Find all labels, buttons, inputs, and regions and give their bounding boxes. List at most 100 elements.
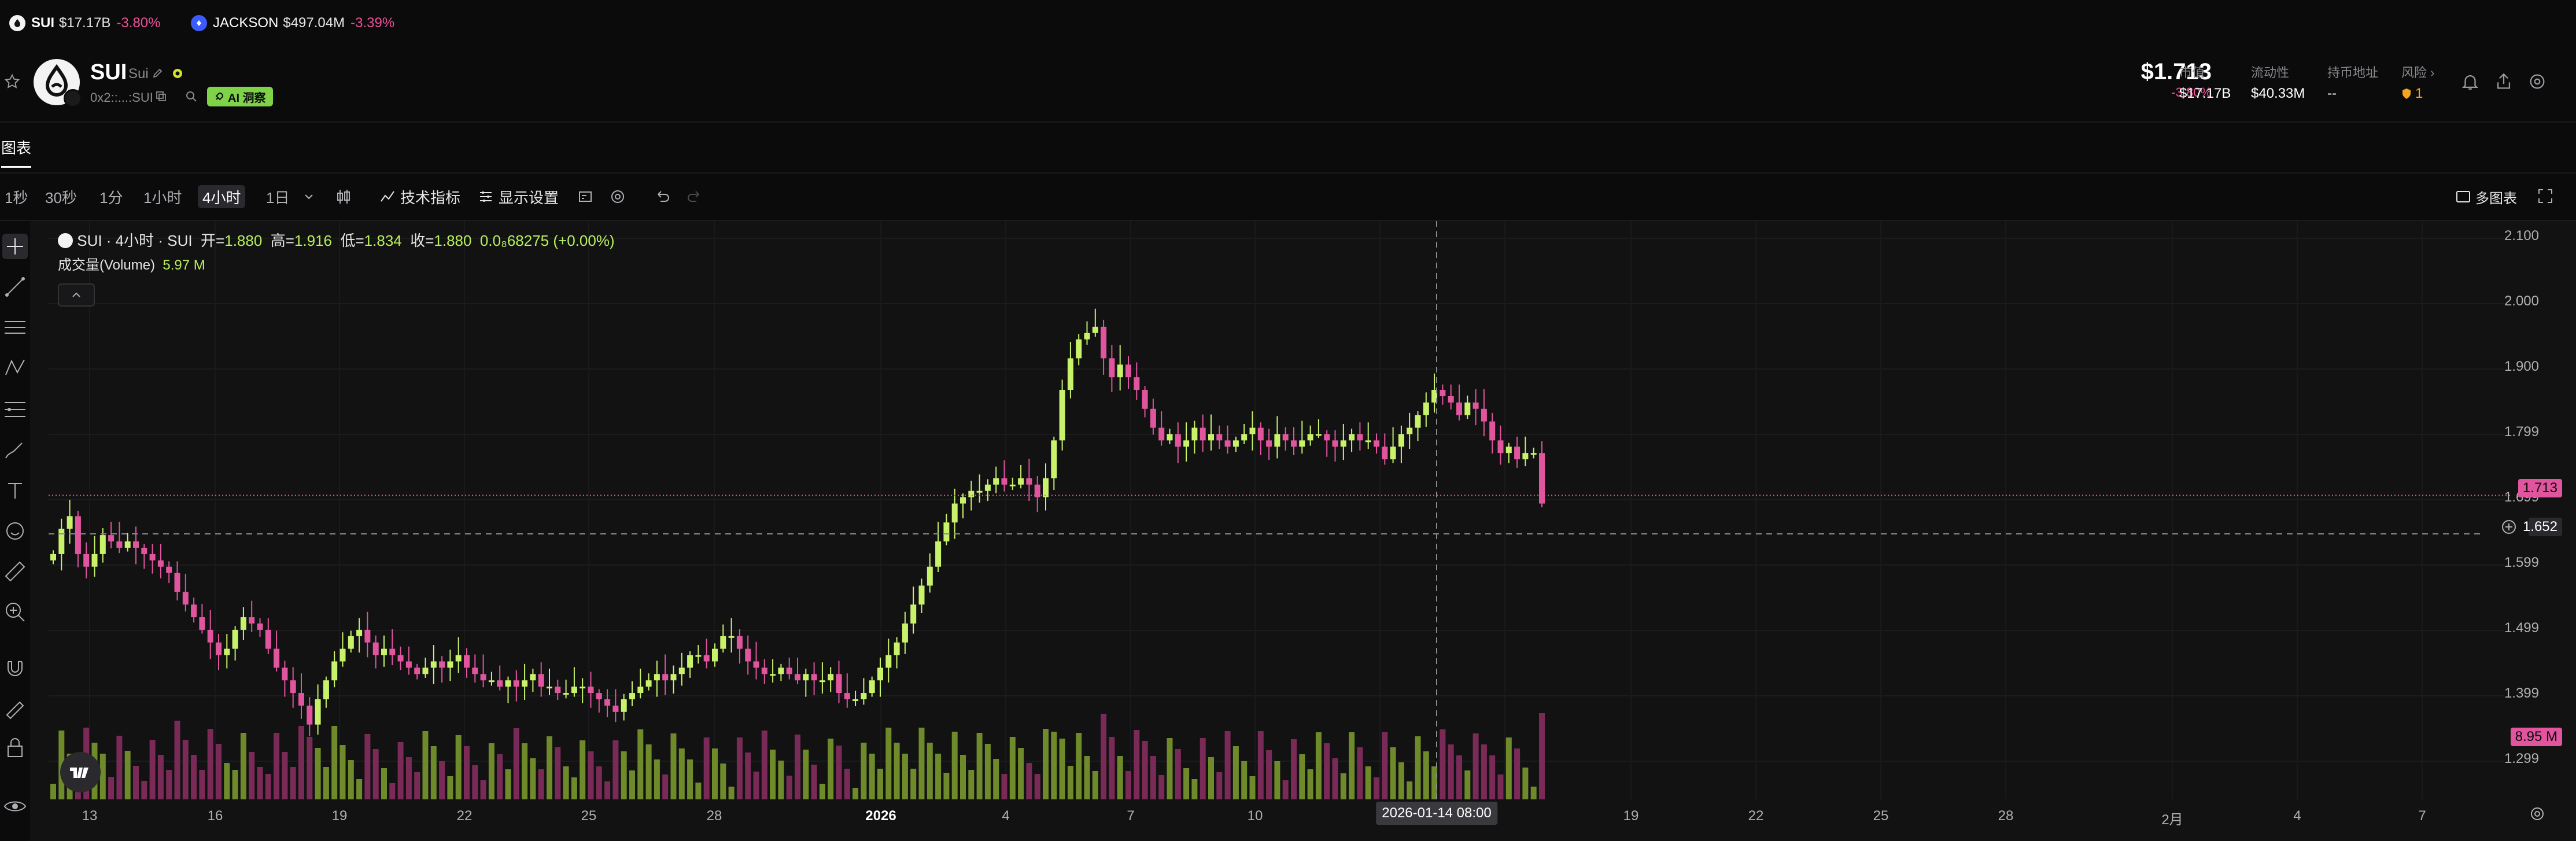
gear-icon[interactable]	[608, 187, 627, 206]
volume-bar	[1415, 736, 1421, 799]
interval-1s[interactable]: 1秒	[5, 189, 28, 206]
redo-icon[interactable]	[686, 189, 703, 205]
candle-body	[91, 554, 98, 567]
volume-bar	[1423, 751, 1429, 799]
legend-close: 1.880	[434, 232, 472, 249]
ticker-change: -3.39%	[350, 15, 395, 31]
pattern-icon[interactable]	[2, 355, 28, 381]
candle-body	[108, 535, 115, 542]
trendline-icon[interactable]	[2, 274, 28, 300]
search-icon[interactable]	[185, 90, 198, 103]
share-icon[interactable]	[2494, 72, 2514, 91]
star-icon[interactable]	[3, 73, 21, 90]
volume-bar	[1349, 732, 1355, 799]
candle-body	[464, 655, 470, 668]
add-alert-icon[interactable]	[2501, 519, 2517, 535]
volume-bar	[1018, 748, 1024, 799]
collapse-legend-button[interactable]	[58, 283, 95, 307]
candle-body	[1324, 434, 1330, 441]
volume-bar	[1390, 747, 1396, 799]
price-value: $1.713	[2140, 59, 2212, 84]
candle-body	[1125, 364, 1131, 378]
candles-icon[interactable]	[334, 187, 353, 206]
candle-body	[1374, 440, 1379, 447]
candle-body	[654, 674, 660, 681]
crosshair-icon[interactable]	[2, 234, 28, 259]
display-settings-button[interactable]: 显示设置	[478, 185, 559, 208]
multi-chart-button[interactable]: 多图表	[2456, 185, 2517, 208]
candle-body	[1059, 390, 1065, 441]
candle-body	[852, 699, 859, 701]
candle-body	[604, 699, 611, 706]
bell-icon[interactable]	[2460, 72, 2480, 91]
volume-bar	[1324, 743, 1330, 799]
chevron-down-icon[interactable]	[303, 192, 315, 201]
volume-bar	[257, 767, 263, 799]
price-chart[interactable]	[0, 221, 2576, 841]
stat-label: 风险 ›	[2401, 62, 2434, 81]
volume-bar	[1522, 768, 1529, 799]
volume-bar	[918, 728, 925, 799]
interval-1d[interactable]: 1日	[266, 189, 290, 206]
tradingview-logo[interactable]	[60, 752, 101, 792]
interval-1h[interactable]: 1小时	[143, 189, 182, 206]
volume-bar	[1440, 729, 1446, 799]
ai-insight-button[interactable]: AI 洞察	[207, 87, 273, 106]
candle-body	[174, 573, 180, 592]
ruler-icon[interactable]	[2, 559, 28, 584]
candle-body	[621, 699, 627, 712]
candle-body	[191, 604, 197, 618]
interval-4h[interactable]: 4小时	[198, 185, 246, 208]
volume-bar	[951, 732, 958, 799]
lock-drawing-icon[interactable]	[2, 695, 28, 721]
volume-bar	[530, 758, 536, 799]
undo-icon[interactable]	[654, 189, 671, 205]
fib-icon[interactable]	[2, 397, 28, 422]
volume-bar	[1382, 732, 1388, 799]
volume-bar	[1109, 737, 1115, 799]
edit-icon[interactable]	[152, 67, 164, 80]
tab-chart[interactable]: 图表	[1, 137, 32, 168]
indicator-icon	[381, 191, 394, 202]
axis-settings-icon[interactable]	[2529, 805, 2546, 822]
candle-body	[331, 661, 338, 681]
interval-1m[interactable]: 1分	[99, 189, 123, 206]
volume-bar	[1472, 733, 1479, 799]
candle-body	[1009, 484, 1016, 486]
copy-icon[interactable]	[155, 90, 168, 103]
ticker-jackson[interactable]: JACKSON $497.04M -3.39%	[191, 10, 394, 36]
candle-body	[571, 687, 577, 694]
magnet-icon[interactable]	[2, 655, 28, 680]
interval-30s[interactable]: 30秒	[45, 189, 77, 206]
candle-body	[372, 642, 379, 655]
zoom-in-icon[interactable]	[2, 599, 28, 625]
candle-body	[290, 680, 296, 694]
stat-risk[interactable]: 风险 › 1	[2401, 62, 2434, 102]
tradingview-icon	[70, 768, 88, 778]
y-tick: 1.399	[2504, 685, 2539, 701]
volume-tag: 8.95 M	[2510, 728, 2562, 746]
volume-bar	[224, 763, 230, 799]
chart-area[interactable]: SUI · 4小时 · SUI 开=1.880 高=1.916 低=1.834 …	[0, 221, 2576, 841]
x-tick: 25	[581, 808, 597, 824]
crosshair-price-tag: 1.652	[2501, 518, 2562, 536]
candle-body	[1067, 358, 1073, 390]
brush-icon[interactable]	[2, 437, 28, 463]
candle-body	[356, 629, 363, 636]
legend-open-label: 开=	[201, 232, 225, 249]
fullscreen-icon[interactable]	[2537, 187, 2554, 205]
volume-bar	[1340, 773, 1346, 799]
snapshot-icon[interactable]	[576, 187, 595, 206]
settings-icon[interactable]	[2527, 72, 2547, 91]
lock-icon[interactable]	[2, 735, 28, 760]
volume-bar	[1274, 761, 1280, 799]
emoji-icon[interactable]	[2, 518, 28, 544]
horizontal-lines-icon[interactable]	[2, 315, 28, 340]
candle-body	[1349, 434, 1355, 441]
indicators-button[interactable]: 技术指标	[379, 185, 460, 208]
text-icon[interactable]	[2, 478, 28, 503]
eye-icon[interactable]	[2, 794, 28, 819]
volume-bar	[265, 774, 271, 799]
ticker-sui[interactable]: SUI $17.17B -3.80%	[9, 10, 160, 36]
